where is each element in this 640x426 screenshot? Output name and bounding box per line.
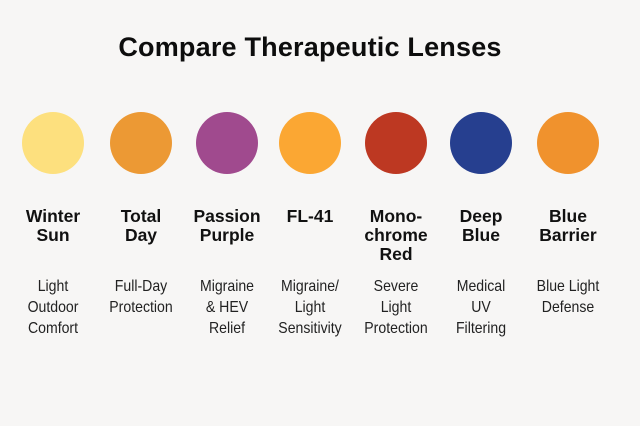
- lens-column: Winter Sun Light Outdoor Comfort: [8, 112, 98, 337]
- page-title: Compare Therapeutic Lenses: [118, 32, 502, 62]
- lens-column: Total Day Full-Day Protection: [96, 112, 186, 316]
- lens-name: Total Day: [120, 206, 162, 245]
- lens-color-swatch: [196, 112, 258, 174]
- lens-description: Full-Day Protection: [109, 278, 173, 316]
- lens-name: Winter Sun: [25, 206, 81, 245]
- lens-description: Migraine/ Light Sensitivity: [278, 278, 342, 337]
- lens-color-swatch: [279, 112, 341, 174]
- lens-description: Blue Light Defense: [536, 278, 600, 316]
- lens-description: Medical UV Filtering: [455, 278, 507, 337]
- lens-name: FL-41: [286, 206, 334, 226]
- lens-color-swatch: [110, 112, 172, 174]
- lens-description: Migraine & HEV Relief: [199, 278, 254, 337]
- lens-column: FL-41 Migraine/ Light Sensitivity: [265, 112, 355, 337]
- lens-name: Deep Blue: [459, 206, 503, 245]
- lens-description: Light Outdoor Comfort: [27, 278, 79, 337]
- lens-name: Mono- chrome Red: [364, 206, 428, 264]
- lens-color-swatch: [537, 112, 599, 174]
- lens-color-swatch: [22, 112, 84, 174]
- lens-color-swatch: [365, 112, 427, 174]
- lens-description: Severe Light Protection: [364, 278, 428, 337]
- lens-name: Blue Barrier: [539, 206, 597, 245]
- lens-name: Passion Purple: [193, 206, 261, 245]
- lens-column: Deep Blue Medical UV Filtering: [436, 112, 526, 337]
- lens-column: Blue Barrier Blue Light Defense: [523, 112, 613, 316]
- lens-column: Mono- chrome Red Severe Light Protection: [351, 112, 441, 337]
- lens-column: Passion Purple Migraine & HEV Relief: [182, 112, 272, 337]
- lens-color-swatch: [450, 112, 512, 174]
